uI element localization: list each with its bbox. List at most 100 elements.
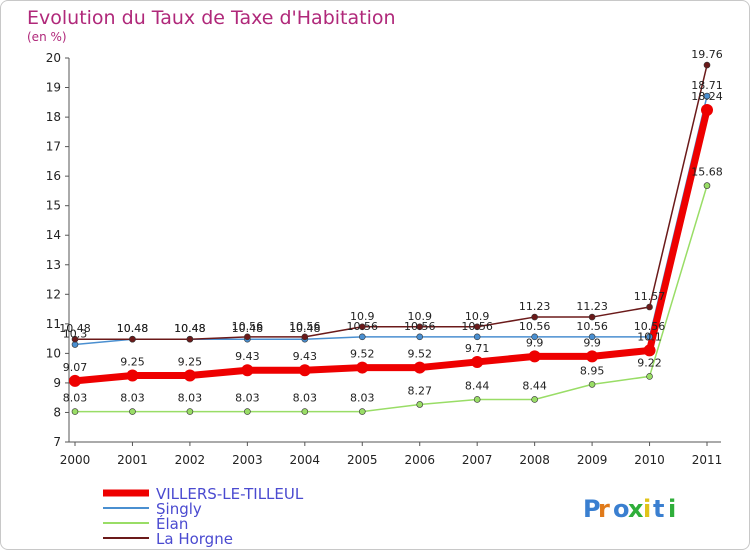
data-point	[183, 369, 196, 382]
data-label: 9.9	[583, 336, 601, 349]
logo-letter: t	[653, 495, 664, 523]
data-label: 11.23	[519, 300, 551, 313]
data-point	[244, 333, 251, 341]
data-label: 19.76	[691, 48, 723, 61]
data-point	[473, 396, 481, 403]
series-line	[74, 95, 708, 346]
data-point	[358, 323, 366, 331]
data-point	[703, 182, 711, 189]
x-tick-label: 2011	[692, 453, 723, 467]
x-tick-label: 2006	[404, 453, 435, 467]
y-tick-label: 7	[53, 435, 61, 449]
series-points-group	[69, 61, 713, 415]
y-tick-label: 16	[46, 169, 61, 183]
data-label: 9.25	[120, 356, 145, 369]
data-label: 8.03	[120, 392, 145, 405]
data-point	[186, 408, 194, 415]
legend-label-lahorgne: La Horgne	[156, 530, 233, 548]
data-point	[473, 323, 481, 331]
x-tick-label: 2001	[117, 453, 148, 467]
data-label: 10.48	[59, 322, 91, 335]
y-tick-label: 13	[46, 258, 61, 272]
logo-letter: i	[643, 495, 651, 523]
data-point	[471, 355, 484, 368]
data-point	[129, 408, 136, 415]
data-label: 8.95	[580, 364, 605, 377]
data-label: 9.43	[293, 350, 318, 363]
data-label: 10.56	[404, 320, 436, 333]
data-label: 10.56	[289, 320, 321, 333]
x-tick-label: 2009	[577, 453, 608, 467]
data-label: 10.56	[634, 320, 666, 333]
data-label: 10.48	[117, 322, 149, 335]
logo-letter: x	[628, 495, 644, 523]
data-label: 9.52	[407, 348, 432, 361]
data-point	[531, 313, 538, 321]
data-point	[358, 408, 366, 415]
data-point	[416, 333, 424, 341]
series-lines-group	[74, 64, 711, 413]
data-label: 8.03	[350, 392, 375, 405]
data-label: 10.56	[576, 320, 608, 333]
x-tick-label: 2004	[290, 453, 321, 467]
y-tick-group: 7 8 9 10 11 12 13 14 15 16 17 18 19 20	[46, 51, 69, 449]
data-point	[588, 313, 596, 321]
proxiti-logo: Pr ox i t i	[583, 495, 676, 523]
logo-letter: P	[583, 495, 601, 523]
data-point	[356, 361, 369, 374]
data-label: 10.3	[63, 328, 88, 341]
data-point	[701, 103, 713, 116]
y-tick-label: 17	[46, 140, 61, 154]
series-line	[75, 64, 708, 340]
data-point	[416, 323, 424, 331]
x-tick-group: 2000 2001 2002 2003 2004 2005 2006 2007 2008 2009…	[60, 442, 723, 467]
data-point	[531, 333, 538, 341]
chart-title: Evolution du Taux de Taxe d'Habitation	[27, 7, 396, 29]
legend-label-elan: Élan	[156, 514, 188, 533]
data-point	[129, 335, 136, 343]
x-tick-label: 2002	[175, 453, 206, 467]
legend-label-villers: VILLERS-LE-TILLEUL	[156, 485, 304, 503]
data-label: 10.1	[637, 330, 662, 343]
y-tick-label: 9	[53, 376, 61, 390]
data-label: 8.03	[235, 392, 260, 405]
y-tick-label: 10	[46, 346, 61, 360]
data-label: 8.44	[465, 379, 490, 392]
data-point	[703, 61, 711, 69]
data-label: 10.56	[519, 320, 551, 333]
data-label: 8.03	[63, 392, 88, 405]
data-label: 9.25	[178, 356, 203, 369]
data-labels-group: 8.03 8.03 8.03 8.03 8.03 8.03 8.27 8.44 8.44 8.95…	[59, 48, 723, 404]
data-point	[528, 350, 541, 363]
data-point	[588, 333, 596, 341]
y-tick-label: 20	[46, 51, 61, 65]
data-label: 9.9	[526, 336, 544, 349]
x-tick-label: 2010	[634, 453, 665, 467]
series-line	[75, 185, 708, 413]
logo-letter: i	[668, 495, 676, 523]
data-label: 10.48	[232, 322, 264, 335]
y-tick-label: 11	[46, 317, 61, 331]
x-tick-label: 2007	[462, 453, 493, 467]
data-point	[416, 401, 424, 408]
data-label: 10.9	[350, 310, 375, 323]
data-point	[646, 373, 653, 380]
data-label: 10.9	[465, 310, 490, 323]
data-point	[301, 333, 309, 341]
data-label: 18.24	[691, 90, 723, 103]
data-point	[298, 364, 311, 377]
data-label: 15.68	[691, 166, 723, 179]
data-point	[71, 408, 79, 415]
data-label: 10.56	[232, 320, 264, 333]
data-label: 10.9	[407, 310, 432, 323]
data-point	[358, 333, 366, 341]
data-point	[473, 333, 481, 341]
data-label: 9.71	[465, 342, 490, 355]
data-label: 8.27	[407, 384, 432, 397]
x-tick-label: 2003	[232, 453, 263, 467]
data-point	[241, 364, 254, 377]
data-point	[186, 335, 194, 343]
data-label: 10.48	[174, 322, 206, 335]
data-point	[643, 344, 656, 357]
